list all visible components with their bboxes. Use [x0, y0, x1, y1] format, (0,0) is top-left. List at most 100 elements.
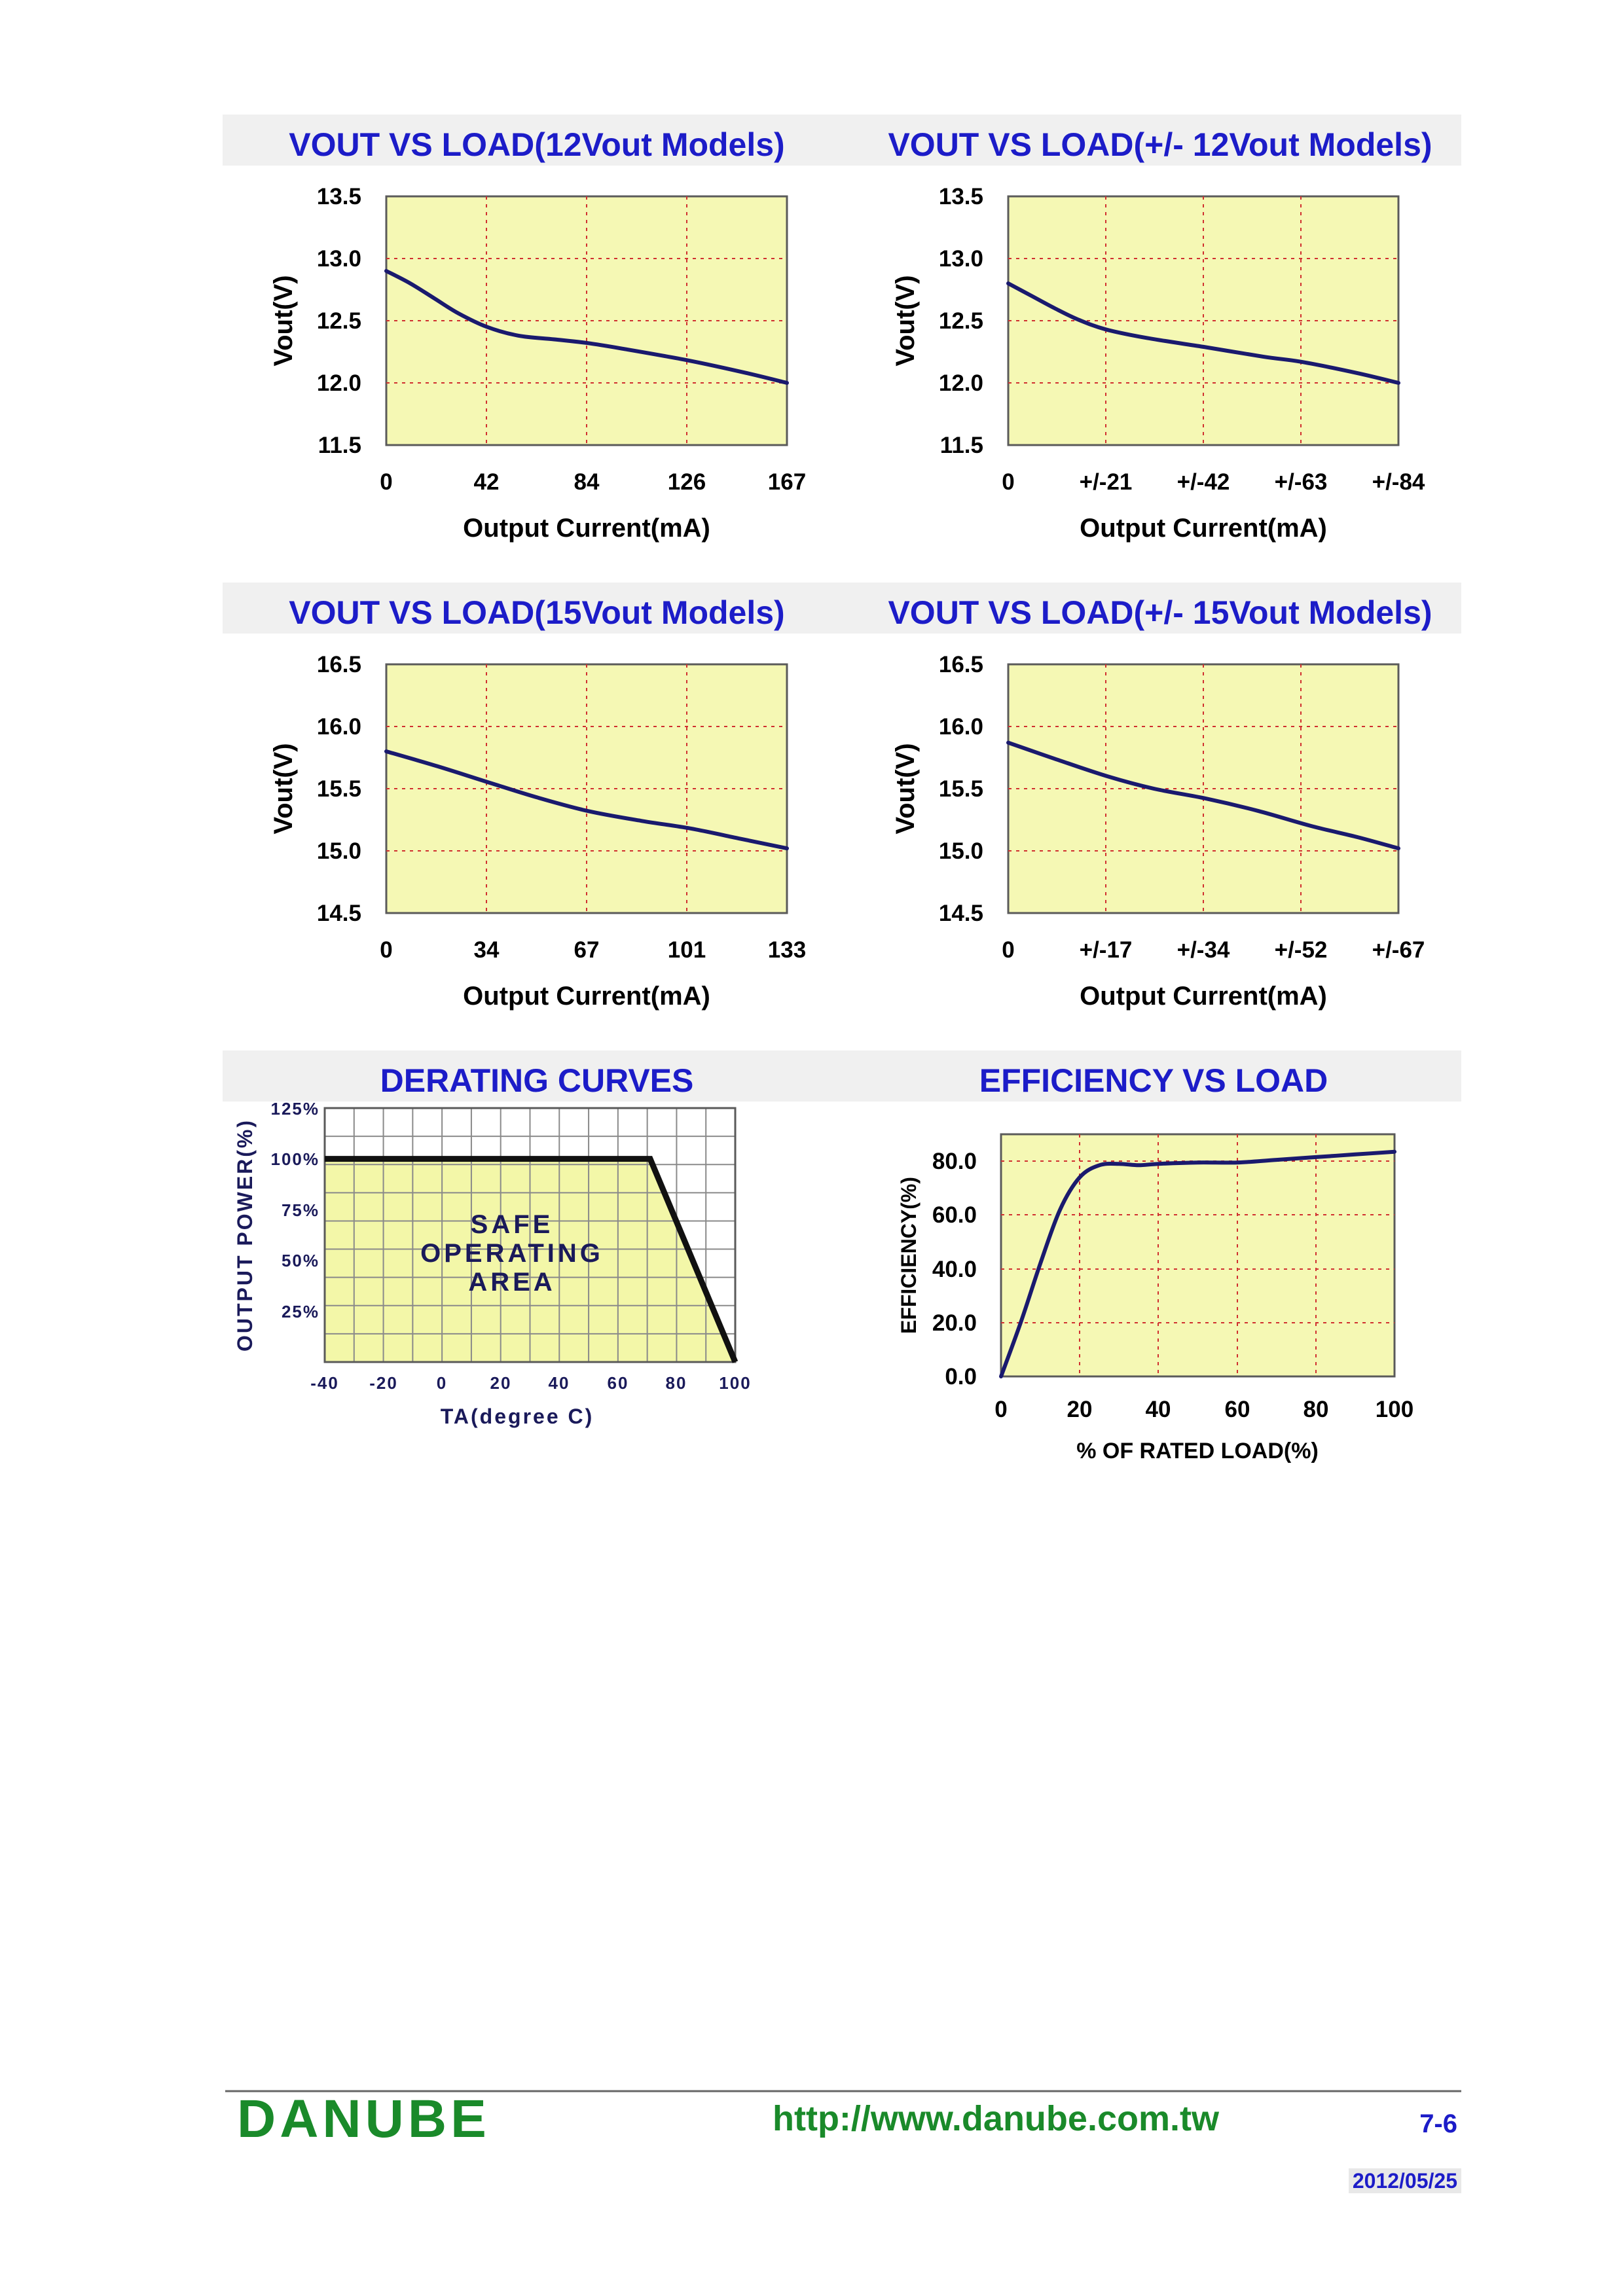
- chart-vout-12v: VOUT VS LOAD(12Vout Models) 13.5 13.0 12…: [223, 115, 812, 543]
- x-tick-label: 20: [490, 1373, 512, 1393]
- company-logo: DANUBE: [237, 2089, 490, 2149]
- date-background: [1349, 2168, 1461, 2193]
- grid-lines: [1008, 196, 1398, 445]
- series-line: [325, 1156, 739, 1363]
- x-tick-label: +/-34: [1177, 937, 1230, 963]
- y-tick-label: 14.5: [939, 901, 983, 926]
- x-tick-label: +/-42: [1177, 469, 1230, 495]
- x-tick-label: -20: [369, 1373, 398, 1393]
- y-axis-label: Vout(V): [269, 275, 298, 366]
- y-tick-label: 13.0: [939, 246, 983, 272]
- title-band: [812, 1050, 1461, 1102]
- x-tick-label: 80: [666, 1373, 687, 1393]
- x-tick-label: 60: [1225, 1397, 1250, 1422]
- x-tick-label: 133: [768, 937, 806, 963]
- y-tick-label: 80.0: [932, 1149, 977, 1174]
- chart-vout-15v: VOUT VS LOAD(15Vout Models) 16.5 16.0 15…: [223, 583, 812, 1011]
- y-tick-label: 12.5: [939, 308, 983, 334]
- title-band: [223, 115, 812, 166]
- series-line: [384, 269, 789, 385]
- x-tick-label: 101: [668, 937, 706, 963]
- y-axis-label: OUTPUT POWER(%): [233, 1119, 257, 1352]
- y-tick-label: 15.0: [317, 838, 361, 864]
- x-tick-label: +/-17: [1080, 937, 1133, 963]
- grid-lines: [1008, 664, 1398, 913]
- y-axis-label: Vout(V): [269, 743, 298, 834]
- x-tick-label: 167: [768, 469, 806, 495]
- y-tick-label: 16.0: [939, 714, 983, 740]
- x-axis-label: Output Current(mA): [1080, 982, 1327, 1011]
- y-tick-label: 16.5: [317, 652, 361, 677]
- y-tick-label: 16.0: [317, 714, 361, 740]
- plot-area: [1000, 1133, 1396, 1378]
- y-tick-label: 11.5: [940, 433, 983, 458]
- y-tick-label: 13.5: [317, 184, 361, 209]
- x-tick-label: 40: [549, 1373, 570, 1393]
- chart-title: VOUT VS LOAD(15Vout Models): [289, 594, 784, 631]
- chart-title: VOUT VS LOAD(+/- 12Vout Models): [888, 126, 1432, 163]
- x-axis-label: TA(degree C): [441, 1405, 594, 1428]
- x-tick-label: 0: [1002, 937, 1014, 963]
- y-tick-label: 14.5: [317, 901, 361, 926]
- series-line: [384, 749, 789, 851]
- y-tick-label: 13.5: [939, 184, 983, 209]
- x-tick-label: 0: [380, 469, 392, 495]
- y-axis-label: Vout(V): [891, 743, 920, 834]
- title-band: [223, 583, 812, 634]
- chart-title: VOUT VS LOAD(12Vout Models): [289, 126, 784, 163]
- x-tick-label: 84: [574, 469, 600, 495]
- x-tick-label: 0: [1002, 469, 1014, 495]
- x-tick-label: -40: [310, 1373, 339, 1393]
- x-axis-label: % OF RATED LOAD(%): [1076, 1439, 1319, 1463]
- page-number: 7-6: [1419, 2109, 1457, 2138]
- x-tick-label: +/-84: [1372, 469, 1425, 495]
- x-tick-label: +/-21: [1080, 469, 1133, 495]
- y-tick-label: 125%: [271, 1099, 320, 1119]
- grid-lines: [386, 664, 787, 913]
- x-tick-label: 60: [608, 1373, 629, 1393]
- x-tick-label: 42: [474, 469, 500, 495]
- y-tick-label: 75%: [282, 1200, 319, 1220]
- y-tick-label: 11.5: [318, 433, 361, 458]
- x-tick-label: 80: [1304, 1397, 1329, 1422]
- plot-border: [323, 1107, 737, 1363]
- safe-operating-area-label: OPERATING: [420, 1239, 604, 1268]
- x-tick-label: 0: [994, 1397, 1007, 1422]
- y-tick-label: 15.5: [939, 776, 983, 802]
- x-tick-label: 126: [668, 469, 706, 495]
- x-tick-label: +/-52: [1275, 937, 1328, 963]
- title-band: [812, 115, 1461, 166]
- chart-derating-curves: DERATING CURVES SAFE OPERATING AREA 125%…: [223, 1050, 812, 1428]
- x-tick-label: +/-63: [1275, 469, 1328, 495]
- x-tick-label: +/-67: [1372, 937, 1425, 963]
- x-axis-label: Output Current(mA): [463, 514, 710, 543]
- y-tick-label: 13.0: [317, 246, 361, 272]
- chart-vout-pm15v: VOUT VS LOAD(+/- 15Vout Models) 16.5 16.…: [812, 583, 1461, 1011]
- safe-operating-area-label: AREA: [468, 1268, 555, 1297]
- x-tick-label: 34: [474, 937, 500, 963]
- x-tick-label: 40: [1146, 1397, 1171, 1422]
- chart-title: VOUT VS LOAD(+/- 15Vout Models): [888, 594, 1432, 631]
- x-tick-label: 100: [1376, 1397, 1413, 1422]
- series-line: [999, 1149, 1396, 1378]
- y-tick-label: 15.5: [317, 776, 361, 802]
- title-band: [812, 583, 1461, 634]
- y-tick-label: 60.0: [932, 1202, 977, 1228]
- y-tick-label: 50%: [282, 1251, 319, 1270]
- x-axis-label: Output Current(mA): [463, 982, 710, 1011]
- x-axis-label: Output Current(mA): [1080, 514, 1327, 543]
- chart-title: EFFICIENCY VS LOAD: [979, 1062, 1328, 1099]
- y-tick-label: 12.0: [317, 370, 361, 396]
- page-footer: DANUBE http://www.danube.com.tw 7-6 2012…: [225, 2089, 1461, 2193]
- website-link[interactable]: http://www.danube.com.tw: [773, 2099, 1220, 2138]
- x-tick-label: 67: [574, 937, 600, 963]
- revision-date: 2012/05/25: [1353, 2169, 1457, 2193]
- series-line: [1006, 281, 1400, 385]
- y-axis-label: Vout(V): [891, 275, 920, 366]
- y-tick-label: 16.5: [939, 652, 983, 677]
- x-tick-label: 0: [380, 937, 392, 963]
- grid-lines: [386, 196, 787, 445]
- y-tick-label: 12.0: [939, 370, 983, 396]
- y-tick-label: 40.0: [932, 1257, 977, 1282]
